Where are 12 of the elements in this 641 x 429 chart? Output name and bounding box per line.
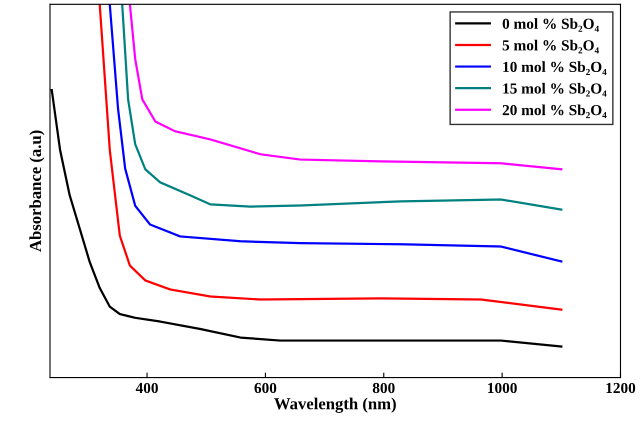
x-tick-label: 1000 — [488, 382, 517, 394]
x-tick-label: 600 — [254, 382, 276, 394]
legend-label: 10 mol % Sb₂O₄ — [503, 61, 607, 75]
legend-label: 20 mol % Sb₂O₄ — [502, 104, 607, 118]
legend-label: 5 mol % Sb₂O₄ — [502, 40, 599, 54]
x-tick-label: 400 — [136, 382, 158, 394]
legend-label: 0 mol % Sb₂O₄ — [502, 18, 599, 32]
legend-label: 15 mol % Sb₂O₄ — [503, 82, 607, 97]
y-axis-title: Absorbance (a.u) — [29, 130, 44, 252]
x-tick-label: 800 — [372, 382, 395, 394]
x-axis-title: Wavelength (nm) — [274, 398, 396, 413]
x-tick-label: 1200 — [606, 382, 636, 394]
